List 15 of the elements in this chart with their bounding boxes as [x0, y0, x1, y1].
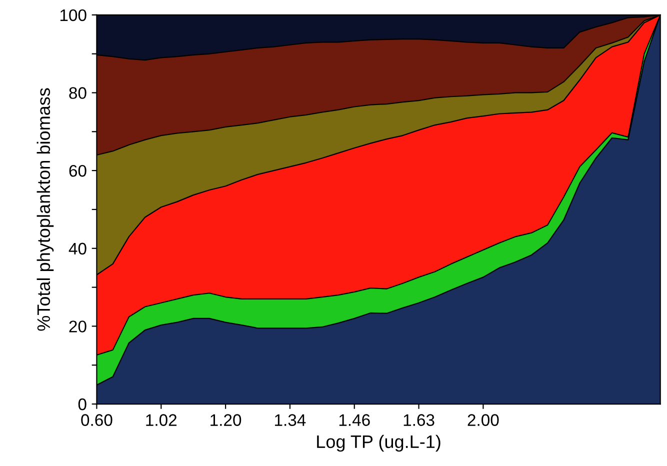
x-tick-label: 1.46	[339, 414, 370, 426]
x-tick-label: 1.34	[275, 414, 306, 426]
x-tick-label: 1.20	[210, 414, 242, 426]
x-axis-title: Log TP (ug.L-1)	[317, 434, 440, 452]
y-tick-label: 0	[78, 398, 86, 410]
y-tick-label: 100	[60, 9, 86, 22]
y-axis-title: %Total phytoplankton biomass	[36, 88, 54, 331]
x-tick-label: 0.60	[81, 414, 112, 426]
x-tick-label: 1.02	[146, 414, 177, 426]
y-tick-label: 40	[68, 242, 86, 255]
y-tick-label: 20	[69, 320, 86, 332]
y-tick-label: 60	[69, 164, 86, 177]
x-tick-label: 2.00	[468, 414, 499, 426]
y-tick-label: 80	[69, 87, 86, 99]
x-tick-label: 1.63	[404, 414, 434, 426]
